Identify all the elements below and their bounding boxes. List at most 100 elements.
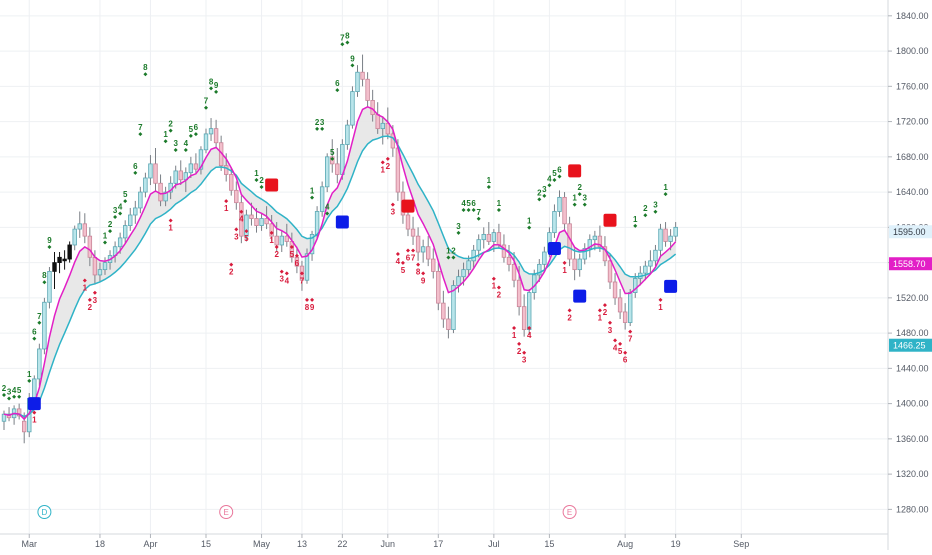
candle[interactable] bbox=[62, 250, 67, 270]
candle[interactable] bbox=[52, 252, 57, 290]
candle[interactable] bbox=[213, 119, 219, 149]
candle[interactable] bbox=[365, 72, 370, 108]
candle[interactable] bbox=[360, 54, 365, 87]
candle-body bbox=[633, 278, 638, 293]
candle[interactable] bbox=[128, 207, 133, 231]
candle[interactable] bbox=[562, 192, 567, 231]
candle[interactable] bbox=[451, 280, 456, 334]
candle[interactable] bbox=[431, 248, 436, 279]
candle[interactable] bbox=[97, 262, 103, 282]
candle[interactable] bbox=[410, 216, 416, 245]
candle[interactable] bbox=[57, 252, 62, 274]
dividend-event-icon[interactable] bbox=[37, 505, 52, 519]
candle[interactable] bbox=[319, 181, 325, 217]
candle[interactable] bbox=[537, 259, 542, 282]
candle[interactable] bbox=[264, 206, 269, 230]
candle[interactable] bbox=[335, 148, 340, 184]
candle[interactable] bbox=[415, 227, 421, 261]
candle[interactable] bbox=[350, 86, 355, 129]
earnings-event-icon[interactable] bbox=[562, 505, 577, 519]
candle[interactable] bbox=[123, 220, 128, 244]
candle[interactable] bbox=[436, 262, 441, 311]
candle[interactable] bbox=[577, 253, 582, 277]
candle[interactable] bbox=[324, 153, 330, 193]
candle[interactable] bbox=[163, 186, 168, 207]
candle[interactable] bbox=[143, 172, 148, 198]
candle[interactable] bbox=[420, 239, 426, 263]
candle[interactable] bbox=[587, 234, 592, 258]
candle[interactable] bbox=[345, 119, 350, 150]
candle[interactable] bbox=[552, 204, 557, 238]
candle[interactable] bbox=[279, 230, 284, 253]
candle[interactable] bbox=[309, 230, 315, 261]
candle[interactable] bbox=[486, 222, 491, 245]
candle[interactable] bbox=[229, 167, 234, 196]
candle[interactable] bbox=[582, 243, 587, 265]
candle[interactable] bbox=[203, 128, 209, 154]
y-axis[interactable]: 1840.00 1800.00 1760.00 1720.00 1680.00 1640.… bbox=[887, 0, 932, 550]
candle[interactable] bbox=[47, 267, 52, 309]
candle[interactable] bbox=[133, 200, 138, 224]
candle[interactable] bbox=[476, 234, 481, 258]
candle[interactable] bbox=[148, 155, 153, 186]
candle[interactable] bbox=[446, 306, 451, 339]
candle[interactable] bbox=[178, 160, 183, 186]
candle[interactable] bbox=[188, 156, 194, 178]
candle[interactable] bbox=[67, 241, 72, 263]
count-green-label: 7 bbox=[340, 33, 345, 42]
candle[interactable] bbox=[521, 294, 527, 337]
candle-body bbox=[158, 182, 163, 202]
candle[interactable] bbox=[653, 244, 658, 267]
earnings-event-icon[interactable] bbox=[219, 505, 234, 519]
candle[interactable] bbox=[425, 236, 431, 267]
candle[interactable] bbox=[87, 227, 93, 267]
candle[interactable] bbox=[16, 403, 22, 420]
candle[interactable] bbox=[37, 343, 42, 386]
candle[interactable] bbox=[658, 223, 663, 258]
count-green-label: 8 bbox=[143, 63, 148, 72]
candle[interactable] bbox=[72, 225, 77, 251]
candle[interactable] bbox=[456, 269, 461, 293]
candle[interactable] bbox=[385, 107, 390, 140]
candle[interactable] bbox=[471, 244, 476, 268]
candle[interactable] bbox=[663, 222, 668, 247]
candle[interactable] bbox=[82, 213, 87, 244]
candle[interactable] bbox=[380, 116, 385, 145]
candle[interactable] bbox=[244, 209, 249, 242]
candle[interactable] bbox=[441, 290, 446, 328]
candle[interactable] bbox=[193, 153, 199, 175]
candle[interactable] bbox=[102, 257, 108, 275]
candle[interactable] bbox=[198, 146, 204, 175]
candle[interactable] bbox=[355, 65, 360, 97]
candle[interactable] bbox=[542, 246, 547, 272]
candle[interactable] bbox=[42, 297, 47, 355]
candle[interactable] bbox=[284, 223, 289, 247]
candle[interactable] bbox=[673, 222, 678, 242]
candle[interactable] bbox=[612, 273, 618, 305]
candle[interactable] bbox=[628, 289, 633, 327]
candle[interactable] bbox=[138, 186, 143, 214]
candle[interactable] bbox=[234, 181, 239, 210]
candle[interactable] bbox=[648, 250, 653, 274]
candle[interactable] bbox=[481, 227, 486, 249]
candle[interactable] bbox=[592, 230, 598, 251]
candle[interactable] bbox=[617, 289, 623, 319]
candle[interactable] bbox=[153, 148, 158, 193]
candle[interactable] bbox=[572, 248, 577, 281]
candle[interactable] bbox=[511, 252, 517, 288]
candle[interactable] bbox=[643, 260, 648, 281]
x-axis[interactable]: Mar 18 Apr 15 May 13 22 Jun 17 Jul 15 Aug 19 Sep bbox=[0, 533, 888, 549]
candle[interactable] bbox=[557, 190, 562, 217]
candle[interactable] bbox=[239, 195, 244, 244]
candle[interactable] bbox=[77, 211, 82, 238]
candle[interactable] bbox=[208, 118, 214, 141]
candle[interactable] bbox=[21, 412, 27, 444]
candle[interactable] bbox=[622, 303, 628, 330]
candle[interactable] bbox=[259, 213, 264, 231]
candle[interactable] bbox=[269, 215, 274, 242]
candle[interactable] bbox=[506, 244, 512, 272]
candle[interactable] bbox=[304, 248, 310, 284]
